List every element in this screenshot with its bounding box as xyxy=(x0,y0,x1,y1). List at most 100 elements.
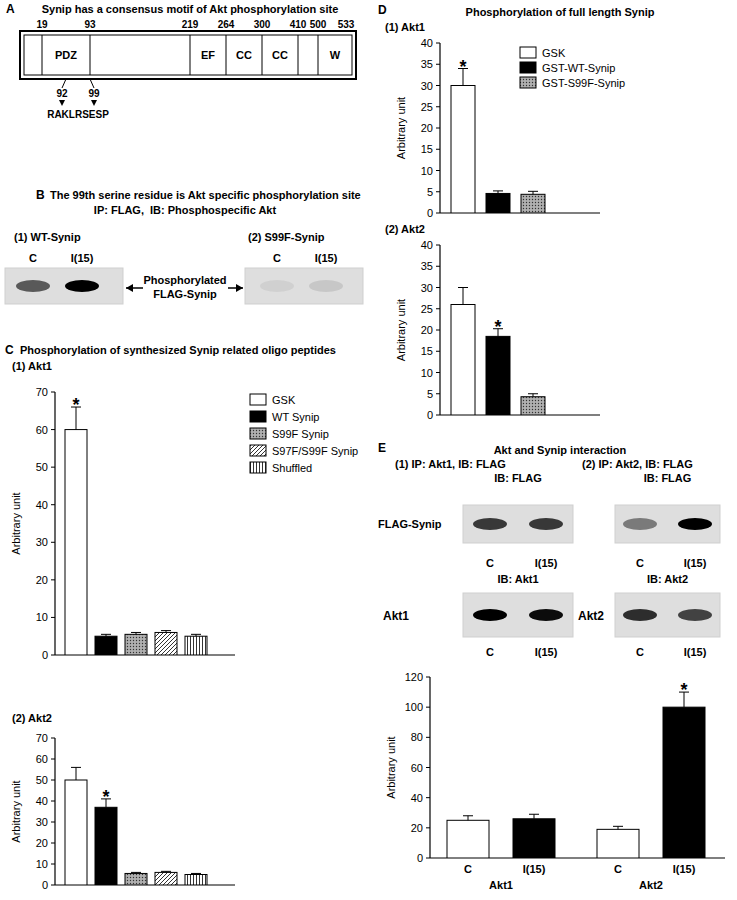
panel-title: Phosphorylation of full length Synip xyxy=(466,6,655,18)
y-tick xyxy=(436,106,440,107)
residue-number: 500 xyxy=(310,19,327,30)
y-tick xyxy=(436,330,440,331)
domain-label: CC xyxy=(272,49,288,61)
panel-letter: B xyxy=(36,188,45,202)
x-tick-label: C xyxy=(464,863,472,875)
domain-boundary xyxy=(298,35,299,75)
row-label: Akt2 xyxy=(578,609,604,623)
y-tick xyxy=(436,266,440,267)
axis-title: Arbitrary unit xyxy=(10,780,22,842)
y-tick-label: 60 xyxy=(36,753,48,765)
blot-label: IB: Akt1 xyxy=(497,573,538,585)
error-bar xyxy=(613,826,623,829)
error-bar xyxy=(131,632,141,634)
lane-label: I(15) xyxy=(315,252,338,264)
y-tick-label: 40 xyxy=(36,795,48,807)
lane-label: C xyxy=(486,646,494,658)
y-tick-label: 40 xyxy=(36,499,48,511)
y-tick-label: 50 xyxy=(36,774,48,786)
y-tick-label: 80 xyxy=(411,731,423,743)
y-tick-label: 0 xyxy=(427,409,433,421)
residue-number: 410 xyxy=(290,19,307,30)
error-cap xyxy=(463,815,473,816)
bar xyxy=(65,780,87,885)
error-bar xyxy=(191,873,201,874)
bar xyxy=(125,634,147,655)
error-bar xyxy=(101,634,111,636)
chart-title: (1) Akt1 xyxy=(385,21,425,33)
y-tick xyxy=(51,429,55,430)
bar xyxy=(521,397,545,415)
domain-boundary xyxy=(42,35,43,75)
chart-title: (2) Akt2 xyxy=(12,712,52,724)
error-bar xyxy=(458,288,468,305)
blot-band xyxy=(473,609,507,621)
chart-title: (2) Akt2 xyxy=(385,223,425,235)
y-tick xyxy=(436,245,440,246)
legend-label: GST-WT-Synip xyxy=(542,62,615,74)
y-tick-label: 70 xyxy=(36,732,48,744)
blot-band xyxy=(623,609,657,621)
y-tick-label: 30 xyxy=(36,536,48,548)
group-label: Akt1 xyxy=(489,879,513,891)
legend-label: S97F/S99F Synip xyxy=(272,445,358,457)
axis-title: Arbitrary unit xyxy=(10,492,22,554)
domain-label: EF xyxy=(201,49,215,61)
residue-number: 533 xyxy=(338,19,355,30)
y-tick-label: 20 xyxy=(421,324,433,336)
row-label: Akt1 xyxy=(383,609,409,623)
axis-title: Arbitrary unit xyxy=(395,299,407,361)
y-tick-label: 40 xyxy=(421,37,433,49)
blot-membrane xyxy=(615,505,720,543)
error-cap xyxy=(613,826,623,827)
band-label: FLAG-Synip xyxy=(153,288,217,300)
arrow-head xyxy=(236,284,243,292)
y-tick xyxy=(51,822,55,823)
y-tick xyxy=(51,801,55,802)
y-tick xyxy=(436,393,440,394)
y-tick xyxy=(426,827,430,828)
legend-swatch xyxy=(520,62,536,73)
significance-mark: * xyxy=(494,317,501,337)
motif-sequence: RAKLRSESP xyxy=(47,109,109,120)
bars xyxy=(65,407,207,655)
bar xyxy=(185,875,207,886)
bar xyxy=(155,872,177,885)
y-tick xyxy=(436,43,440,44)
legend-swatch xyxy=(250,462,266,473)
y-tick xyxy=(436,191,440,192)
significance-mark: * xyxy=(102,787,109,807)
axis-title: Arbitrary unit xyxy=(395,97,407,159)
y-tick-label: 0 xyxy=(42,879,48,891)
error-bar xyxy=(131,872,141,873)
error-cap xyxy=(458,287,468,288)
legend-label: WT Synip xyxy=(272,411,319,423)
y-tick xyxy=(51,864,55,865)
domain-boundary xyxy=(226,35,227,75)
y-tick-label: 40 xyxy=(411,792,423,804)
domain-label: PDZ xyxy=(55,49,77,61)
y-tick xyxy=(436,64,440,65)
blot-sublabel: IB: FLAG xyxy=(644,472,692,484)
error-cap xyxy=(131,632,141,633)
bars xyxy=(447,692,705,858)
y-tick xyxy=(426,767,430,768)
error-cap xyxy=(161,630,171,631)
y-tick-label: 10 xyxy=(36,858,48,870)
y-tick xyxy=(436,287,440,288)
arrow-head xyxy=(126,284,133,292)
y-tick-label: 15 xyxy=(421,143,433,155)
protein-outline xyxy=(20,31,356,79)
y-tick xyxy=(51,392,55,393)
domain-boundary xyxy=(262,35,263,75)
blot-band xyxy=(678,518,712,530)
y-tick xyxy=(436,213,440,214)
residue-number: 300 xyxy=(254,19,271,30)
y-tick-label: 10 xyxy=(421,165,433,177)
y-tick-label: 20 xyxy=(421,122,433,134)
blot-membrane xyxy=(463,505,573,543)
motif-position: 99 xyxy=(88,88,100,99)
y-tick-label: 15 xyxy=(421,345,433,357)
error-bar xyxy=(528,191,538,194)
error-cap xyxy=(528,191,538,192)
